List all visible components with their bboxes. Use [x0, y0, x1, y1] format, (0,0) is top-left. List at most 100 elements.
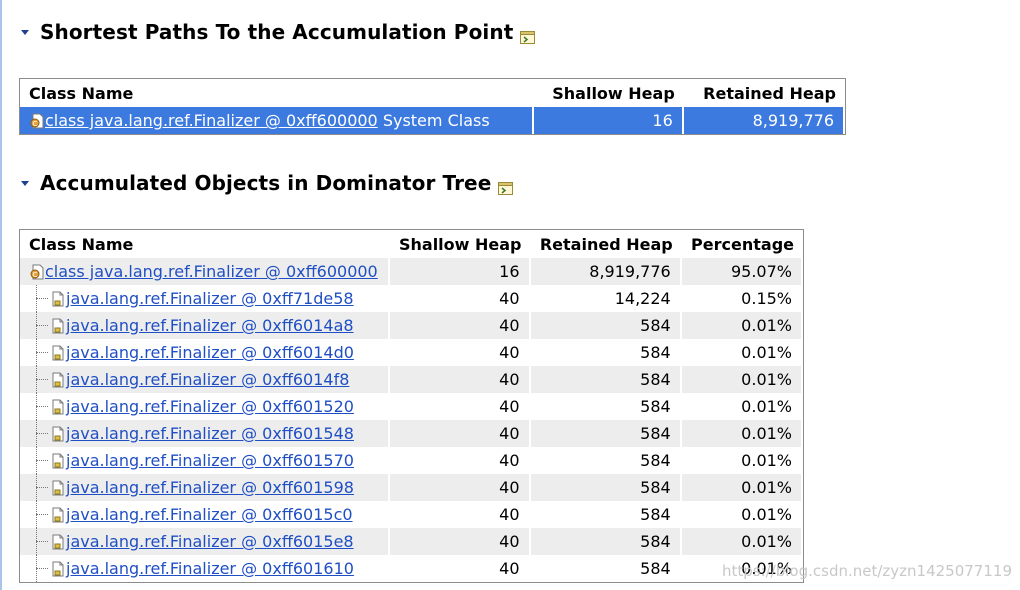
table-row[interactable]: java.lang.ref.Finalizer @ 0xff601520 40 58…	[20, 393, 803, 420]
class-name-content: java.lang.ref.Finalizer @ 0xff601520	[29, 393, 379, 420]
table-row[interactable]: java.lang.ref.Finalizer @ 0xff6015e8 40 58…	[20, 528, 803, 555]
object-link[interactable]: java.lang.ref.Finalizer @ 0xff6015e8	[66, 532, 354, 551]
percentage-cell: 0.01%	[681, 474, 803, 501]
class-name-content: java.lang.ref.Finalizer @ 0xff601598	[29, 474, 379, 501]
instance-object-icon	[50, 291, 66, 307]
retained-heap-cell: 584	[531, 447, 682, 474]
class-name-cell: java.lang.ref.Finalizer @ 0xff6014a8	[20, 312, 390, 339]
retained-heap-cell: 584	[531, 339, 682, 366]
column-header-retained-heap[interactable]: Retained Heap	[530, 230, 682, 258]
class-name-cell: java.lang.ref.Finalizer @ 0xff6015e8	[20, 528, 390, 555]
percentage-cell: 0.01%	[681, 366, 803, 393]
retained-heap-cell: 584	[530, 474, 682, 501]
tree-connector	[36, 393, 50, 420]
retained-heap-cell: 584	[531, 555, 682, 582]
class-name-content: java.lang.ref.Finalizer @ 0xff601570	[29, 447, 379, 474]
instance-object-icon	[50, 372, 66, 388]
class-name-content: java.lang.ref.Finalizer @ 0xff6015c0	[29, 501, 379, 528]
column-header-percentage[interactable]: Percentage	[681, 230, 803, 258]
retained-heap-cell: 584	[530, 366, 682, 393]
tree-connector	[36, 420, 50, 447]
column-header-shallow-heap[interactable]: Shallow Heap	[389, 230, 531, 258]
retained-heap-cell: 584	[531, 393, 682, 420]
section-shortest-paths: Shortest Paths To the Accumulation Point	[20, 20, 536, 44]
column-header-class-name[interactable]: Class Name	[20, 230, 390, 258]
tree-connector	[36, 312, 50, 339]
watermark-text: https://blog.csdn.net/zyzn1425077119	[721, 562, 1012, 580]
object-link[interactable]: java.lang.ref.Finalizer @ 0xff601548	[66, 424, 354, 443]
object-link[interactable]: java.lang.ref.Finalizer @ 0xff601520	[66, 397, 354, 416]
percentage-cell: 0.01%	[682, 339, 803, 366]
svg-text:C: C	[33, 271, 38, 279]
details-icon[interactable]	[498, 180, 514, 195]
object-link[interactable]: java.lang.ref.Finalizer @ 0xff601610	[66, 559, 354, 578]
object-link[interactable]: java.lang.ref.Finalizer @ 0xff6014f8	[66, 370, 350, 389]
object-link[interactable]: java.lang.ref.Finalizer @ 0xff6014a8	[66, 316, 354, 335]
class-object-icon: C	[29, 113, 45, 129]
shallow-heap-cell: 40	[390, 393, 531, 420]
percentage-cell: 0.01%	[682, 501, 803, 528]
table-row[interactable]: java.lang.ref.Finalizer @ 0xff71de58 40 14…	[20, 285, 803, 312]
object-link[interactable]: java.lang.ref.Finalizer @ 0xff601598	[66, 478, 354, 497]
shallow-heap-cell: 40	[390, 501, 531, 528]
table-row[interactable]: java.lang.ref.Finalizer @ 0xff601610 40 58…	[20, 555, 803, 582]
shallow-heap-cell: 40	[390, 285, 531, 312]
system-class-label: System Class	[377, 111, 490, 130]
percentage-cell: 0.01%	[682, 447, 803, 474]
class-name-content: java.lang.ref.Finalizer @ 0xff601548	[29, 420, 379, 447]
object-link[interactable]: class java.lang.ref.Finalizer @ 0xff6000…	[45, 262, 378, 281]
table-row[interactable]: java.lang.ref.Finalizer @ 0xff601598 40 58…	[20, 474, 803, 501]
class-name-cell: java.lang.ref.Finalizer @ 0xff71de58	[20, 285, 390, 312]
tree-connector	[36, 447, 50, 474]
retained-heap-cell: 584	[530, 420, 682, 447]
class-name-cell: java.lang.ref.Finalizer @ 0xff601520	[20, 393, 390, 420]
class-name-content: java.lang.ref.Finalizer @ 0xff6014a8	[29, 312, 379, 339]
class-name-cell: java.lang.ref.Finalizer @ 0xff601610	[20, 555, 390, 582]
collapse-toggle-icon[interactable]	[20, 178, 30, 188]
percentage-cell: 0.01%	[681, 420, 803, 447]
shallow-heap-cell: 40	[390, 447, 531, 474]
section-accumulated-objects: Accumulated Objects in Dominator Tree	[20, 171, 514, 195]
tree-connector	[36, 474, 50, 501]
percentage-cell: 95.07%	[681, 258, 803, 285]
column-header-shallow-heap[interactable]: Shallow Heap	[533, 79, 684, 107]
collapse-toggle-icon[interactable]	[20, 27, 30, 37]
class-name-cell: java.lang.ref.Finalizer @ 0xff601548	[20, 420, 390, 447]
instance-object-icon	[50, 426, 66, 442]
retained-heap-cell: 584	[531, 501, 682, 528]
details-icon[interactable]	[520, 29, 536, 44]
shallow-heap-cell: 40	[390, 339, 531, 366]
instance-object-icon	[50, 534, 66, 550]
column-header-retained-heap[interactable]: Retained Heap	[683, 79, 845, 107]
table-row[interactable]: java.lang.ref.Finalizer @ 0xff601548 40 58…	[20, 420, 803, 447]
tree-connector	[36, 501, 50, 528]
object-link[interactable]: java.lang.ref.Finalizer @ 0xff6014d0	[66, 343, 354, 362]
table-row[interactable]: java.lang.ref.Finalizer @ 0xff601570 40 58…	[20, 447, 803, 474]
class-name-content: java.lang.ref.Finalizer @ 0xff6015e8	[29, 528, 379, 555]
object-link[interactable]: java.lang.ref.Finalizer @ 0xff71de58	[66, 289, 354, 308]
tree-connector	[36, 285, 50, 312]
object-link[interactable]: class java.lang.ref.Finalizer @ 0xff6000…	[45, 111, 378, 130]
retained-heap-cell: 584	[530, 528, 682, 555]
table-row[interactable]: java.lang.ref.Finalizer @ 0xff6014d0 40 58…	[20, 339, 803, 366]
object-link[interactable]: java.lang.ref.Finalizer @ 0xff6015c0	[66, 505, 353, 524]
percentage-cell: 0.01%	[681, 312, 803, 339]
instance-object-icon	[50, 561, 66, 577]
shallow-heap-cell: 16	[389, 258, 531, 285]
shallow-heap-cell: 40	[390, 555, 531, 582]
class-name-content: java.lang.ref.Finalizer @ 0xff6014d0	[29, 339, 379, 366]
table-row[interactable]: java.lang.ref.Finalizer @ 0xff6014a8 40 58…	[20, 312, 803, 339]
class-name-content: java.lang.ref.Finalizer @ 0xff6014f8	[29, 366, 379, 393]
left-edge-border	[0, 0, 2, 590]
object-link[interactable]: java.lang.ref.Finalizer @ 0xff601570	[66, 451, 354, 470]
retained-heap-cell: 8,919,776	[683, 107, 845, 134]
column-header-class-name[interactable]: Class Name	[20, 79, 534, 107]
table-row[interactable]: java.lang.ref.Finalizer @ 0xff6015c0 40 58…	[20, 501, 803, 528]
table-row[interactable]: java.lang.ref.Finalizer @ 0xff6014f8 40 58…	[20, 366, 803, 393]
section-title: Accumulated Objects in Dominator Tree	[40, 171, 492, 195]
